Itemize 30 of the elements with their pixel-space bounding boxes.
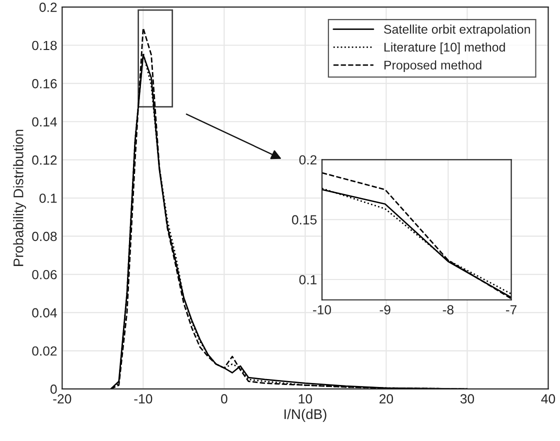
y-axis-title: Probability Distribution	[13, 130, 26, 266]
legend-label: Proposed method	[384, 60, 482, 72]
y-tick-label: 0.1	[299, 275, 316, 284]
x-axis-title: I/N(dB)	[284, 408, 326, 422]
x-tick-label: -20	[53, 394, 72, 404]
y-tick-label: 0.14	[32, 117, 57, 127]
y-tick-label: 0.15	[292, 215, 317, 224]
y-tick-label: 0.04	[32, 308, 57, 318]
y-tick-label: 0	[50, 384, 57, 394]
y-tick-label: 0.18	[32, 40, 57, 50]
x-tick-label: 30	[460, 394, 474, 404]
x-tick-label: -9	[380, 305, 390, 314]
x-tick-label: 10	[298, 394, 312, 404]
x-tick-label: -7	[506, 305, 516, 314]
y-tick-label: 0.06	[32, 270, 57, 280]
y-tick-label: 0.02	[32, 346, 57, 356]
legend-label: Literature [10] method	[384, 42, 505, 54]
y-tick-label: 0.1	[39, 194, 57, 203]
y-tick-label: 0.08	[32, 232, 57, 242]
x-tick-label: -10	[313, 305, 332, 314]
legend-label: Satellite orbit extrapolation	[384, 24, 530, 36]
y-tick-label: 0.2	[39, 2, 57, 12]
x-tick-label: 0	[221, 394, 228, 404]
y-tick-label: 0.16	[32, 79, 57, 88]
y-tick-label: 0.12	[32, 155, 57, 165]
x-tick-label: 20	[380, 394, 394, 404]
x-tick-label: 40	[541, 394, 556, 404]
y-tick-label: 0.2	[299, 155, 316, 165]
x-tick-label: -10	[134, 394, 152, 404]
x-tick-label: -8	[442, 305, 454, 314]
